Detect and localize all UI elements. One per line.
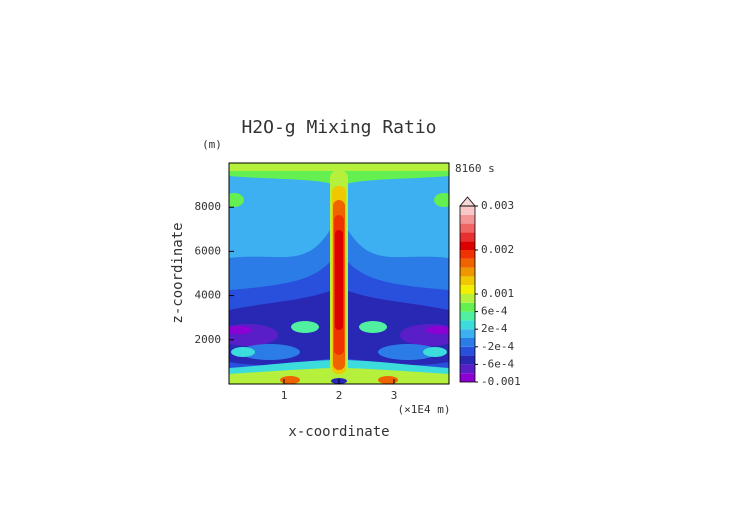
contour-region [229, 193, 244, 207]
contour-region [335, 230, 343, 330]
colorbar-swatch [460, 267, 475, 277]
colorbar-swatch [460, 329, 475, 338]
contour-region [378, 344, 438, 360]
contour-field [229, 163, 449, 384]
colorbar-tick-label: 2e-4 [481, 322, 508, 335]
y-axis-label: z-coordinate [170, 222, 186, 323]
colorbar-tick-label: -6e-4 [481, 357, 514, 370]
chart-title: H2O-g Mixing Ratio [241, 117, 436, 138]
y-tick-label: 6000 [195, 244, 222, 257]
y-unit: (m) [202, 138, 222, 151]
contour-region [426, 326, 449, 334]
contour-region [280, 376, 300, 384]
colorbar-swatch [460, 214, 475, 224]
colorbar-tick-label: 0.001 [481, 287, 514, 300]
y-tick-label: 4000 [195, 289, 222, 302]
contour-region [359, 321, 387, 333]
y-tick-label: 2000 [195, 333, 222, 346]
colorbar-swatch [460, 311, 475, 321]
contour-region [291, 321, 319, 333]
colorbar-tick-label: -2e-4 [481, 340, 514, 353]
contour-region [423, 347, 447, 357]
contour-region [240, 344, 300, 360]
x-axis-label: x-coordinate [288, 424, 389, 440]
colorbar-extend [459, 196, 476, 207]
colorbar-swatch [460, 320, 475, 330]
colorbar-tick-label: 6e-4 [481, 305, 508, 318]
x-tick-label: 3 [391, 389, 398, 402]
colorbar-swatch [460, 250, 475, 259]
x-tick-label: 2 [336, 389, 343, 402]
colorbar-swatch [460, 206, 475, 215]
time-label: 8160 s [455, 162, 495, 175]
colorbar-swatch [460, 294, 475, 303]
colorbar-swatch [460, 338, 475, 347]
contour-region [231, 347, 255, 357]
contour-region [434, 193, 449, 207]
contour-region [378, 376, 398, 384]
colorbar-swatch [460, 364, 475, 374]
colorbar-swatch [460, 232, 475, 242]
colorbar-swatch [460, 373, 475, 382]
colorbar-swatch [460, 302, 475, 312]
contour-region [229, 326, 252, 334]
colorbar-swatch [460, 258, 475, 268]
colorbar-swatch [460, 285, 475, 294]
colorbar-swatch [460, 223, 475, 233]
contour-region [229, 163, 449, 171]
colorbar-swatch [460, 241, 475, 250]
x-unit: (×1E4 m) [398, 403, 451, 416]
colorbar-swatch [460, 355, 475, 365]
colorbar-swatch [460, 276, 475, 286]
colorbar-swatch [460, 346, 475, 356]
colorbar-tick-label: 0.003 [481, 199, 514, 212]
x-tick-label: 1 [281, 389, 288, 402]
y-tick-label: 8000 [195, 200, 222, 213]
colorbar-tick-label: 0.002 [481, 243, 514, 256]
colorbar-tick-label: -0.001 [481, 375, 521, 388]
